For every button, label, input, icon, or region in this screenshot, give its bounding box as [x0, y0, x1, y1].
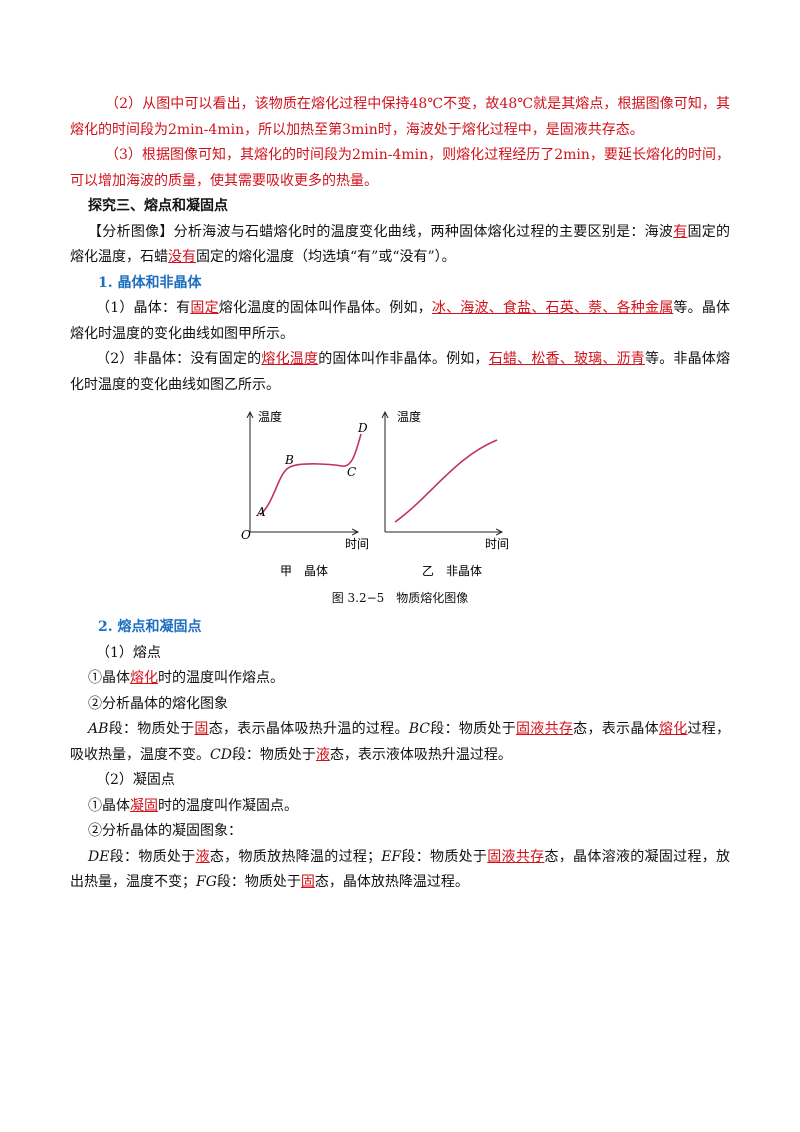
figure: 温度 时间 O A B C D 甲 晶体 温度 时间 乙 非晶体 图 3.2−5…: [70, 398, 730, 615]
text: 态，晶体溶液的凝固过程，放出热量，温度不变；: [70, 848, 731, 891]
text: 段：物质处于: [430, 721, 517, 737]
answer: 凝固: [130, 797, 158, 814]
text: ①晶体: [88, 797, 130, 814]
paragraph: 【分析图像】分析海波与石蜡熔化时的温度变化曲线，两种固体熔化过程的主要区别是：海…: [70, 220, 730, 271]
text: 固定的熔化温度，石蜡: [70, 223, 731, 266]
text: 时的温度叫作熔点。: [158, 670, 284, 686]
answer: 熔化: [658, 721, 688, 737]
answer: 液: [195, 848, 210, 865]
segment-name: AB: [88, 721, 109, 737]
section-heading: 2. 熔点和凝固点: [70, 615, 730, 641]
paragraph: DE段：物质处于液态，物质放热降温的过程；EF段：物质处于固液共存态，晶体溶液的…: [70, 845, 730, 896]
text: 的固体叫作非晶体。例如，: [318, 351, 489, 367]
text: 等。非晶体熔化时温度的变化曲线如图乙所示。: [70, 351, 731, 393]
paragraph: ②分析晶体的熔化图象: [70, 692, 730, 718]
text: 熔化温度的固体叫作晶体。例如，: [218, 300, 432, 316]
text: 段：物质处于: [216, 874, 301, 890]
paragraph: AB段：物质处于固态，表示晶体吸热升温的过程。BC段：物质处于固液共存态，表示晶…: [70, 717, 730, 768]
y-label: 温度: [397, 409, 421, 424]
text: 过程，吸收热量，温度不变。: [70, 721, 731, 763]
text: 等。晶体熔化时温度的变化曲线如图甲所示。: [70, 300, 731, 342]
figure-caption: 图 3.2−5 物质熔化图像: [331, 591, 469, 605]
answer: 固液共存: [487, 848, 545, 865]
text: 段：物质处于: [231, 746, 316, 763]
text: 段：物质处于: [109, 848, 196, 865]
text: （3）根据图像可知，其熔化的时间段为2min-4min，则熔化过程经历了2min…: [70, 147, 730, 189]
text: 探究三、熔点和凝固点: [88, 198, 228, 214]
text: ①晶体: [88, 670, 130, 686]
graphs: 温度 时间 O A B C D 甲 晶体 温度 时间 乙 非晶体: [241, 409, 509, 578]
paragraph: ①晶体熔化时的温度叫作熔点。: [70, 666, 730, 692]
answer-paragraph: （3）根据图像可知，其熔化的时间段为2min-4min，则熔化过程经历了2min…: [70, 143, 730, 194]
paragraph: （1）晶体：有固定熔化温度的固体叫作晶体。例如，冰、海波、食盐、石英、萘、各种金…: [70, 296, 730, 347]
segment-name: FG: [196, 874, 217, 890]
point-label: A: [256, 505, 266, 519]
paragraph: （1）熔点: [70, 641, 730, 667]
text: 时的温度叫作凝固点。: [158, 797, 298, 814]
panel-caption: 乙 非晶体: [422, 564, 482, 578]
paragraph: ②分析晶体的凝固图象：: [70, 819, 730, 845]
paragraph: （2）凝固点: [70, 768, 730, 794]
answer: 固: [194, 721, 209, 737]
text: 段：物质处于: [401, 848, 488, 865]
text: （2）从图中可以看出，该物质在熔化过程中保持48℃不变，故48℃就是其熔点，根据…: [70, 96, 730, 138]
point-label: C: [347, 465, 356, 479]
text: 【分析图像】分析海波与石蜡熔化时的温度变化曲线，两种固体熔化过程的主要区别是：海…: [88, 223, 674, 240]
text: 态，表示液体吸热升温过程。: [329, 746, 512, 763]
segment-name: DE: [88, 848, 110, 865]
point-label: B: [284, 453, 294, 467]
origin: O: [241, 528, 251, 542]
paragraph: （2）非晶体：没有固定的熔化温度的固体叫作非晶体。例如，石蜡、松香、玻璃、沥青等…: [70, 347, 730, 398]
text: 态，晶体放热降温过程。: [314, 874, 469, 890]
segment-name: EF: [381, 848, 402, 865]
text: 态，表示晶体: [573, 721, 659, 737]
answer: 固液共存: [516, 721, 574, 737]
y-label: 温度: [258, 409, 282, 424]
text: （1）晶体：有: [96, 300, 191, 316]
answer: 液: [315, 746, 330, 763]
text: 2. 熔点和凝固点: [98, 619, 202, 635]
answer: 固定: [190, 300, 219, 316]
panel-caption: 甲 晶体: [280, 564, 328, 578]
x-label: 时间: [485, 537, 509, 551]
point-label: D: [357, 421, 368, 435]
section-heading: 1. 晶体和非晶体: [70, 271, 730, 297]
heading: 探究三、熔点和凝固点: [70, 194, 730, 220]
text: 1. 晶体和非晶体: [98, 274, 202, 291]
text: 固定的熔化温度（均选填“有”或“没有”）。: [196, 249, 456, 265]
segment-name: BC: [408, 721, 430, 737]
text: ②分析晶体的熔化图象: [88, 695, 228, 712]
text: 态，表示晶体吸热升温的过程。: [208, 721, 409, 737]
answer: 石蜡、松香、玻璃、沥青: [488, 351, 645, 367]
curve: [394, 439, 498, 523]
answer-paragraph: （2）从图中可以看出，该物质在熔化过程中保持48℃不变，故48℃就是其熔点，根据…: [70, 92, 730, 143]
answer: 冰、海波、食盐、石英、萘、各种金属: [431, 300, 674, 316]
segment-name: CD: [210, 746, 232, 763]
curve: [259, 433, 362, 516]
x-label: 时间: [345, 537, 369, 551]
answer: 熔化温度: [261, 351, 319, 367]
text: （2）凝固点: [96, 772, 175, 788]
paragraph: ①晶体凝固时的温度叫作凝固点。: [70, 794, 730, 820]
answer: 熔化: [130, 670, 158, 686]
text: 段：物质处于: [108, 721, 195, 737]
text: ②分析晶体的凝固图象：: [88, 823, 242, 839]
text: 态，物质放热降温的过程；: [209, 848, 382, 865]
text: （2）非晶体：没有固定的: [96, 351, 262, 367]
answer: 固: [300, 874, 315, 890]
answer: 没有: [168, 249, 196, 265]
document: （2）从图中可以看出，该物质在熔化过程中保持48℃不变，故48℃就是其熔点，根据…: [70, 92, 730, 896]
text: （1）熔点: [96, 644, 161, 661]
answer: 有: [673, 223, 688, 240]
